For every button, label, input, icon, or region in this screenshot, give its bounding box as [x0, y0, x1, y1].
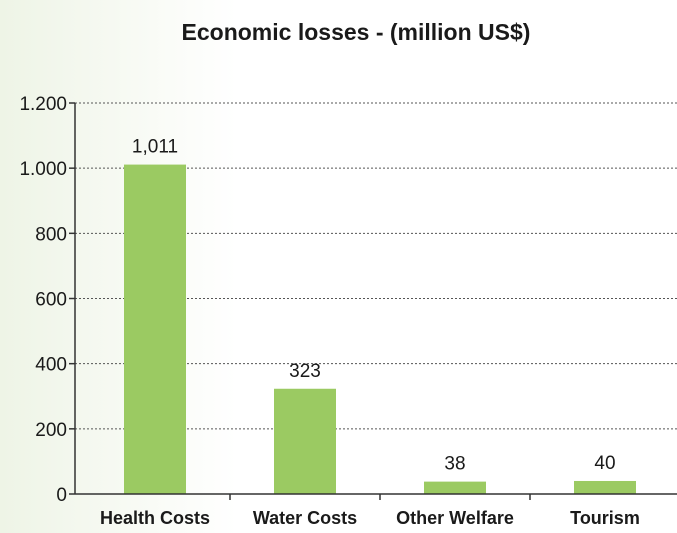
- y-tick-label: 1.000: [19, 159, 67, 180]
- bars: [124, 164, 636, 494]
- bar: [274, 388, 336, 494]
- data-label: 323: [289, 361, 321, 382]
- y-tick-label: 0: [56, 485, 67, 506]
- bar: [574, 480, 636, 494]
- x-category-label: Tourism: [570, 508, 640, 528]
- labels: 0 200 400 600 800 1.000 1.200 1,011 Health Costs…: [19, 94, 639, 528]
- x-category-label: Water Costs: [253, 508, 357, 528]
- data-label: 40: [594, 453, 615, 474]
- x-category-label: Health Costs: [100, 508, 210, 528]
- y-tick-label: 200: [35, 420, 67, 441]
- chart-title: Economic losses - (million US$): [182, 19, 531, 45]
- data-label: 1,011: [132, 137, 178, 158]
- y-tick-label: 600: [35, 290, 67, 311]
- y-tick-label: 800: [35, 224, 67, 245]
- y-tick-label: 400: [35, 355, 67, 376]
- data-label: 38: [444, 454, 465, 475]
- axes: [69, 102, 677, 500]
- y-tick-label: 1.200: [19, 94, 67, 115]
- bar: [124, 164, 186, 494]
- x-category-label: Other Welfare: [396, 508, 514, 528]
- bar: [424, 481, 486, 494]
